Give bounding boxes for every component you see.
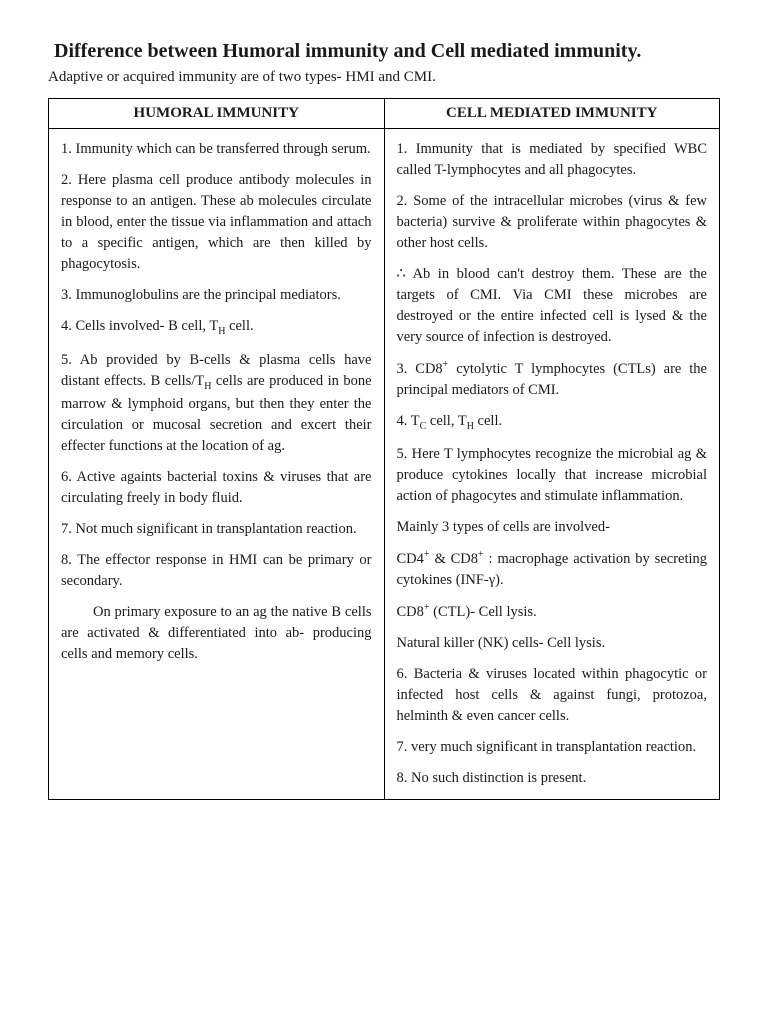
header-left: HUMORAL IMMUNITY	[49, 99, 385, 129]
comparison-table: HUMORAL IMMUNITY CELL MEDIATED IMMUNITY …	[48, 98, 720, 800]
left-p6: 6. Active againts bacterial toxins & vir…	[61, 467, 372, 509]
right-p8: 8. No such distinction is present.	[397, 768, 708, 789]
right-p7: 7. very much significant in transplantat…	[397, 737, 708, 758]
left-p5: 5. Ab provided by B-cells & plasma cells…	[61, 350, 372, 457]
right-p5b: Mainly 3 types of cells are involved-	[397, 517, 708, 538]
right-p6: 6. Bacteria & viruses located within pha…	[397, 664, 708, 727]
right-p5: 5. Here T lymphocytes recognize the micr…	[397, 444, 708, 507]
left-p3: 3. Immunoglobulins are the principal med…	[61, 285, 372, 306]
right-p4: 4. TC cell, TH cell.	[397, 411, 708, 434]
left-p2: 2. Here plasma cell produce antibody mol…	[61, 170, 372, 275]
left-p7: 7. Not much significant in transplantati…	[61, 519, 372, 540]
right-p3: 3. CD8+ cytolytic T lymphocytes (CTLs) a…	[397, 358, 708, 401]
right-p5c: CD4+ & CD8+ : macrophage activation by s…	[397, 548, 708, 591]
left-p8b: On primary exposure to an ag the native …	[61, 602, 372, 665]
cell-humoral: 1. Immunity which can be transferred thr…	[49, 129, 385, 800]
header-right: CELL MEDIATED IMMUNITY	[384, 99, 720, 129]
left-p4: 4. Cells involved- B cell, TH cell.	[61, 316, 372, 339]
left-p1: 1. Immunity which can be transferred thr…	[61, 139, 372, 160]
right-p5e: Natural killer (NK) cells- Cell lysis.	[397, 633, 708, 654]
right-p5d: CD8+ (CTL)- Cell lysis.	[397, 601, 708, 623]
left-p8: 8. The effector response in HMI can be p…	[61, 550, 372, 592]
right-p2b: ∴ Ab in blood can't destroy them. These …	[397, 264, 708, 348]
page-title: Difference between Humoral immunity and …	[48, 40, 720, 63]
right-p1: 1. Immunity that is mediated by specifie…	[397, 139, 708, 181]
right-p2a: 2. Some of the intracellular microbes (v…	[397, 191, 708, 254]
cell-cmi: 1. Immunity that is mediated by specifie…	[384, 129, 720, 800]
page-subtitle: Adaptive or acquired immunity are of two…	[48, 69, 720, 86]
